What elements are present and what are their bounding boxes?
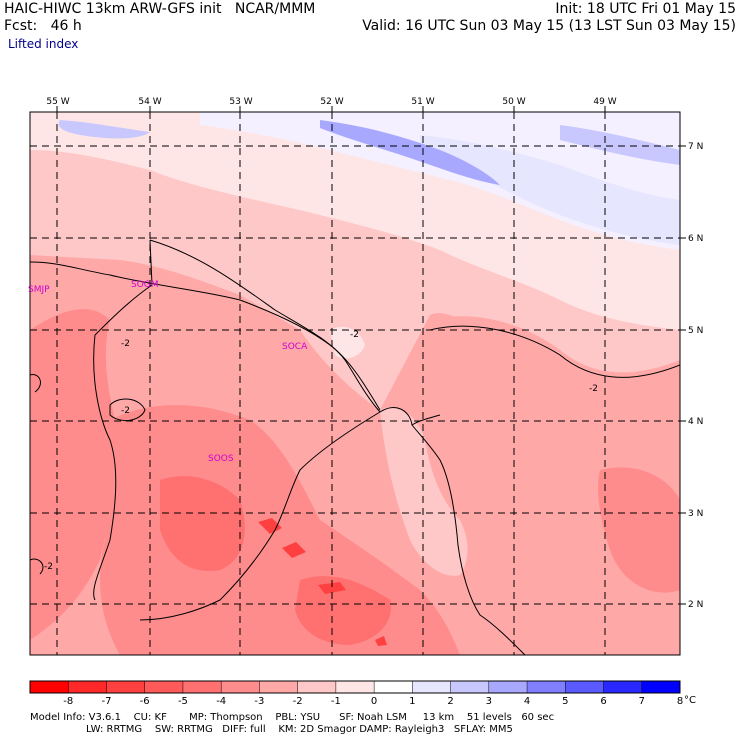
colorbar-tick-label: -8 (63, 696, 73, 707)
colorbar-tick-label: 7 (639, 696, 645, 707)
station-smjp: SMJP (28, 285, 50, 295)
colorbar-frame (29, 680, 681, 694)
positive-patch-north (320, 120, 500, 185)
min-patch-3 (318, 582, 346, 594)
contour-line-5 (30, 558, 44, 575)
contour-label-5: -2 (44, 562, 53, 572)
border-french-guiana (139, 411, 381, 621)
colorbar-tick-label: 2 (447, 696, 453, 707)
forecast-hour: Fcst: 46 h (4, 18, 82, 34)
colorbar-swatch (374, 681, 413, 693)
colorbar-swatch (259, 681, 299, 693)
lat-label-6n: 6 N (688, 234, 703, 244)
colorbar-tick-label: -7 (101, 696, 111, 707)
lat-label-3n: 3 N (688, 509, 703, 519)
colorbar-tick-label: -3 (254, 696, 264, 707)
colorbar-swatch (565, 681, 605, 693)
min-patch-2 (282, 542, 306, 558)
lon-label-52w: 52 W (320, 97, 343, 107)
colorbar-tick-label: 1 (409, 696, 415, 707)
min-patch-1 (258, 518, 282, 534)
station-soca: SOCA (282, 342, 308, 352)
contour-line-3 (109, 398, 146, 422)
colorbar-tick-label: -5 (178, 696, 188, 707)
contour-label-3: -2 (350, 330, 359, 340)
lon-label-54w: 54 W (138, 97, 161, 107)
footer-model-info: Model Info: V3.6.1 CU: KF MP: Thompson P… (30, 712, 555, 723)
map-frame (29, 111, 681, 656)
colorbar-tick-label: 6 (600, 696, 606, 707)
colorbar-swatch (30, 681, 69, 693)
lat-label-7n: 7 N (688, 142, 703, 152)
colorbar-tick-label: 3 (486, 696, 492, 707)
contour-label-4: -2 (589, 384, 598, 394)
colorbar-tick-label: -6 (140, 696, 150, 707)
colorbar-tick-label: -2 (293, 696, 303, 707)
lon-label-49w: 49 W (593, 97, 616, 107)
coastline (149, 239, 381, 413)
border-amapa (379, 407, 526, 655)
colorbar-swatch (450, 681, 490, 693)
model-title: HAIC-HIWC 13km ARW-GFS init NCAR/MMM (4, 1, 316, 17)
lon-label-53w: 53 W (229, 97, 252, 107)
station-sogm: SOGM (131, 280, 159, 290)
positive-patch-west (58, 120, 150, 139)
valid-time: Valid: 16 UTC Sun 03 May 15 (13 LST Sun … (362, 18, 736, 34)
colorbar-swatch (68, 681, 107, 693)
footer-physics: LW: RRTMG SW: RRTMG DIFF: full KM: 2D Sm… (86, 724, 513, 735)
init-time: Init: 18 UTC Fri 01 May 15 (555, 1, 736, 17)
colorbar-swatch (603, 681, 643, 693)
field-name: Lifted index (8, 37, 79, 51)
contour-label-2: -2 (121, 406, 130, 416)
colorbar-swatch (221, 681, 260, 693)
lon-label-55w: 55 W (46, 97, 69, 107)
colorbar-unit: °C (684, 695, 696, 706)
colorbar-swatch (412, 681, 452, 693)
field-band-minus2-east (428, 316, 680, 655)
colorbar (30, 681, 681, 693)
field-band-minus3-west (30, 309, 120, 640)
lifted-index-field (30, 112, 680, 655)
contour-line-1 (30, 261, 381, 411)
contour-line-2 (429, 325, 680, 378)
lon-label-50w: 50 W (502, 97, 525, 107)
field-band-minus4 (160, 476, 245, 571)
positive-patch-east (560, 125, 680, 165)
colorbar-tick-label: -1 (331, 696, 341, 707)
lon-label-51w: 51 W (411, 97, 434, 107)
colorbar-swatch (106, 681, 146, 693)
colorbar-tick-label: 5 (562, 696, 568, 707)
contour-line-4 (30, 374, 41, 393)
frame-ticks (56, 106, 686, 605)
colorbar-tick-label: 4 (524, 696, 530, 707)
field-band-minus4-south (295, 576, 391, 645)
lat-label-2n: 2 N (688, 600, 703, 610)
colorbar-swatch (641, 681, 681, 693)
lat-label-4n: 4 N (688, 417, 703, 427)
lat-label-5n: 5 N (688, 326, 703, 336)
lat-lon-grid (30, 112, 680, 655)
colorbar-swatch (488, 681, 528, 693)
colorbar-swatch (297, 681, 337, 693)
colorbar-tick-label: 8 (677, 696, 683, 707)
field-band-plus1 (420, 135, 680, 245)
coastal-light-region (380, 407, 468, 576)
contour-label-1: -2 (121, 339, 130, 349)
colorbar-swatch (335, 681, 375, 693)
colorbar-tick-label: 0 (371, 696, 377, 707)
coastline-east (411, 414, 441, 426)
border-suriname (93, 239, 153, 601)
station-soos: SOOS (208, 454, 234, 464)
field-band-minus3-east (598, 467, 680, 593)
colorbar-swatch (144, 681, 184, 693)
min-patch-4 (375, 636, 387, 646)
colorbar-labels: -8 -7 -6 -5 -4 -3 -2 -1 0 1 2 3 4 5 6 7 8 (63, 696, 683, 707)
colorbar-tick-label: -4 (216, 696, 226, 707)
coastal-light-patch (330, 326, 365, 359)
colorbar-swatch (527, 681, 566, 693)
colorbar-swatch (182, 681, 222, 693)
